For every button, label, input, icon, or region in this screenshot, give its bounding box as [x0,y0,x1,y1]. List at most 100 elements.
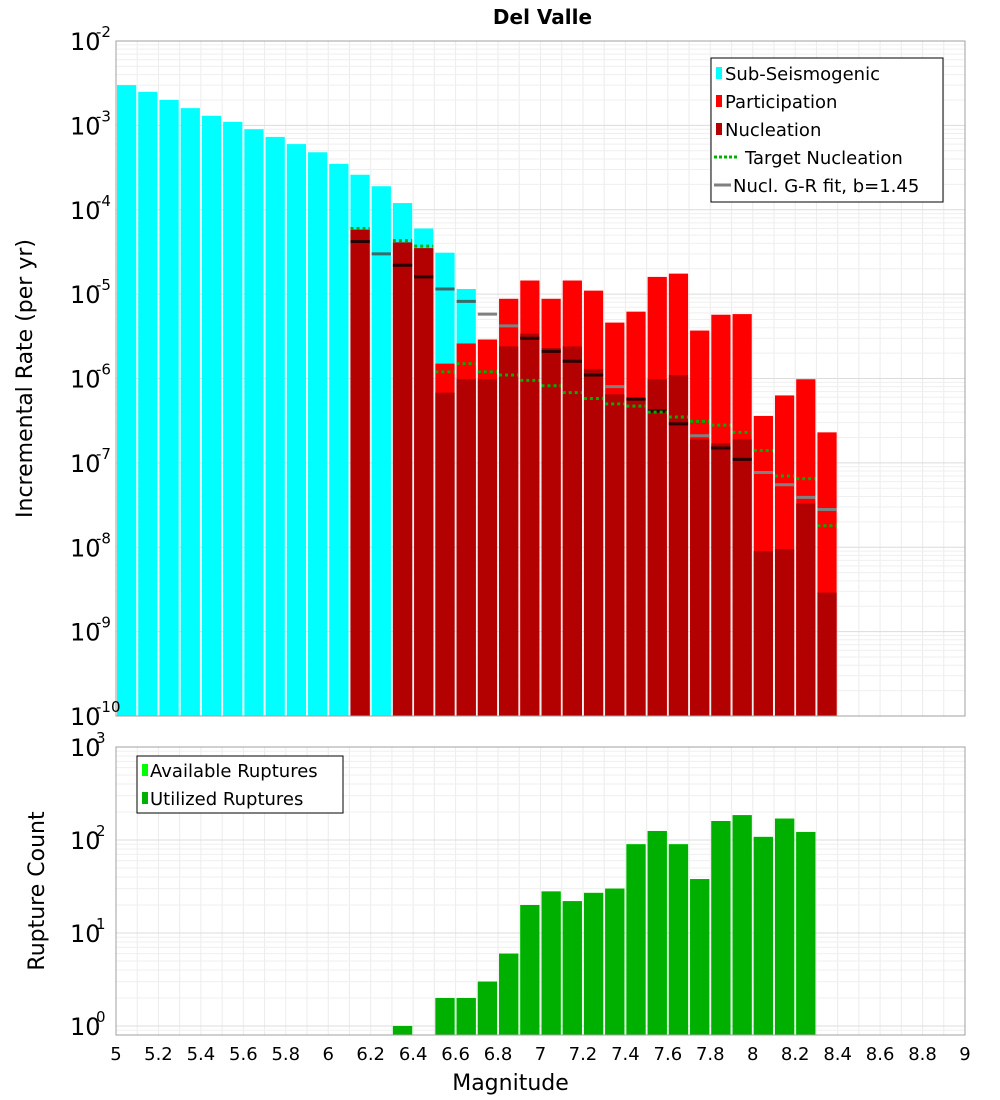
bar-utilized-ruptures [541,891,561,1035]
y-axis-label-bottom: Rupture Count [25,811,50,971]
y-axis-top-tick-exponent: -5 [96,276,111,294]
y-axis-bottom-tick-exponent: 1 [96,915,106,933]
y-axis-top-tick-base: 10 [70,619,101,647]
x-tick-label: 7.2 [569,1044,598,1065]
bar-sub-seismogenic [244,129,264,717]
legend-label: Participation [725,92,837,113]
y-axis-top-tick-label: 10-9 [70,614,111,647]
bar-utilized-ruptures [774,818,795,1035]
bar-nucleation [414,248,434,717]
x-tick-label: 5.8 [271,1044,300,1065]
bar-nucleation [690,439,710,716]
legend-label: Target Nucleation [744,148,903,169]
x-tick-label: 7.8 [696,1044,725,1065]
bar-nucleation [711,443,731,716]
y-axis-top-tick-label: 10-3 [70,107,111,140]
legend-label: Available Ruptures [150,761,318,782]
bar-utilized-ruptures [562,901,582,1035]
x-tick-label: 7.4 [611,1044,640,1065]
bar-utilized-ruptures [499,953,519,1035]
y-axis-top-tick-label: 10-6 [70,361,111,394]
x-tick-label: 8.8 [908,1044,937,1065]
x-tick-label: 8.2 [781,1044,810,1065]
bar-sub-seismogenic [371,186,391,716]
bar-nucleation [456,379,476,716]
bars-bottom [392,815,816,1035]
bar-nucleation [520,333,540,716]
y-axis-top-tick-exponent: -4 [96,192,111,210]
x-tick-label: 9 [959,1044,970,1065]
bar-nucleation [477,379,498,716]
bar-nucleation [626,398,646,716]
bar-sub-seismogenic [286,144,307,716]
bar-utilized-ruptures [456,997,476,1035]
bar-nucleation [668,375,689,716]
bar-utilized-ruptures [477,981,498,1035]
y-axis-top-tick-base: 10 [70,366,101,394]
bar-utilized-ruptures [647,830,667,1035]
bar-sub-seismogenic [138,91,158,716]
legend-box [136,755,344,814]
bar-nucleation [350,229,370,717]
x-tick-label: 6.8 [484,1044,513,1065]
y-axis-bottom-tick-label: 102 [70,822,106,855]
bar-utilized-ruptures [435,997,455,1035]
legend-box [710,57,944,203]
legend-swatch [142,792,148,804]
gr-fit-marks [350,240,837,512]
bar-sub-seismogenic [308,152,328,716]
y-axis-top-tick-label: 10-7 [70,445,111,478]
legend-label: Nucl. G-R fit, b=1.45 [733,176,919,197]
bar-utilized-ruptures [626,844,646,1035]
plot-frame-top [115,40,966,717]
x-tick-label: 7 [535,1044,546,1065]
y-axis-bottom-tick-label: 100 [70,1008,106,1041]
y-axis-top-tick-exponent: -9 [96,614,111,632]
bar-utilized-ruptures [690,879,710,1035]
bar-sub-seismogenic [180,108,200,717]
y-axis-top-tick-exponent: -8 [96,529,111,547]
bar-utilized-ruptures [392,1025,413,1035]
y-axis-top-tick-label: 10-8 [70,529,111,562]
y-axis-bottom-tick-base: 10 [70,920,101,948]
y-axis-top-tick-label: 10-4 [70,192,111,225]
y-axis-top-tick-base: 10 [70,112,101,140]
bar-utilized-ruptures [520,904,540,1035]
y-axis-top-tick-exponent: -2 [96,23,111,41]
legend-label: Sub-Seismogenic [725,64,880,85]
y-axis-bottom-tick-exponent: 3 [96,729,106,747]
x-axis-label: Magnitude [452,1071,569,1096]
bar-utilized-ruptures [711,821,731,1035]
y-axis-label-top: Incremental Rate (per yr) [13,239,38,518]
x-tick-label: 8 [747,1044,758,1065]
y-axis-top-tick-base: 10 [70,534,101,562]
legend-swatch [142,764,148,776]
bar-sub-seismogenic [265,136,285,717]
bar-nucleation [605,394,625,716]
bar-utilized-ruptures [753,836,773,1035]
bar-utilized-ruptures [668,844,689,1035]
bar-utilized-ruptures [583,892,604,1035]
y-axis-top-tick-label: 10-2 [70,23,111,56]
x-tick-label: 6.6 [441,1044,470,1065]
bar-nucleation [562,346,582,716]
bar-nucleation [392,242,413,716]
legend-swatch [716,95,722,107]
y-axis-bottom-tick-base: 10 [70,827,101,855]
plot-frame-bottom [115,746,966,1036]
y-axis-bottom-tick-base: 10 [70,1013,101,1041]
bar-sub-seismogenic [329,163,349,717]
bar-utilized-ruptures [605,888,625,1035]
bar-sub-seismogenic [117,85,137,716]
y-axis-top-tick-exponent: -7 [96,445,111,463]
legend-swatch [716,123,722,135]
bar-sub-seismogenic [201,115,222,716]
bar-nucleation [499,346,519,716]
x-tick-label: 5.2 [144,1044,173,1065]
bar-utilized-ruptures [732,815,752,1035]
x-tick-label: 5.4 [187,1044,216,1065]
bar-nucleation [774,549,795,716]
y-axis-top-tick-base: 10 [70,28,101,56]
x-tick-label: 6.2 [356,1044,385,1065]
